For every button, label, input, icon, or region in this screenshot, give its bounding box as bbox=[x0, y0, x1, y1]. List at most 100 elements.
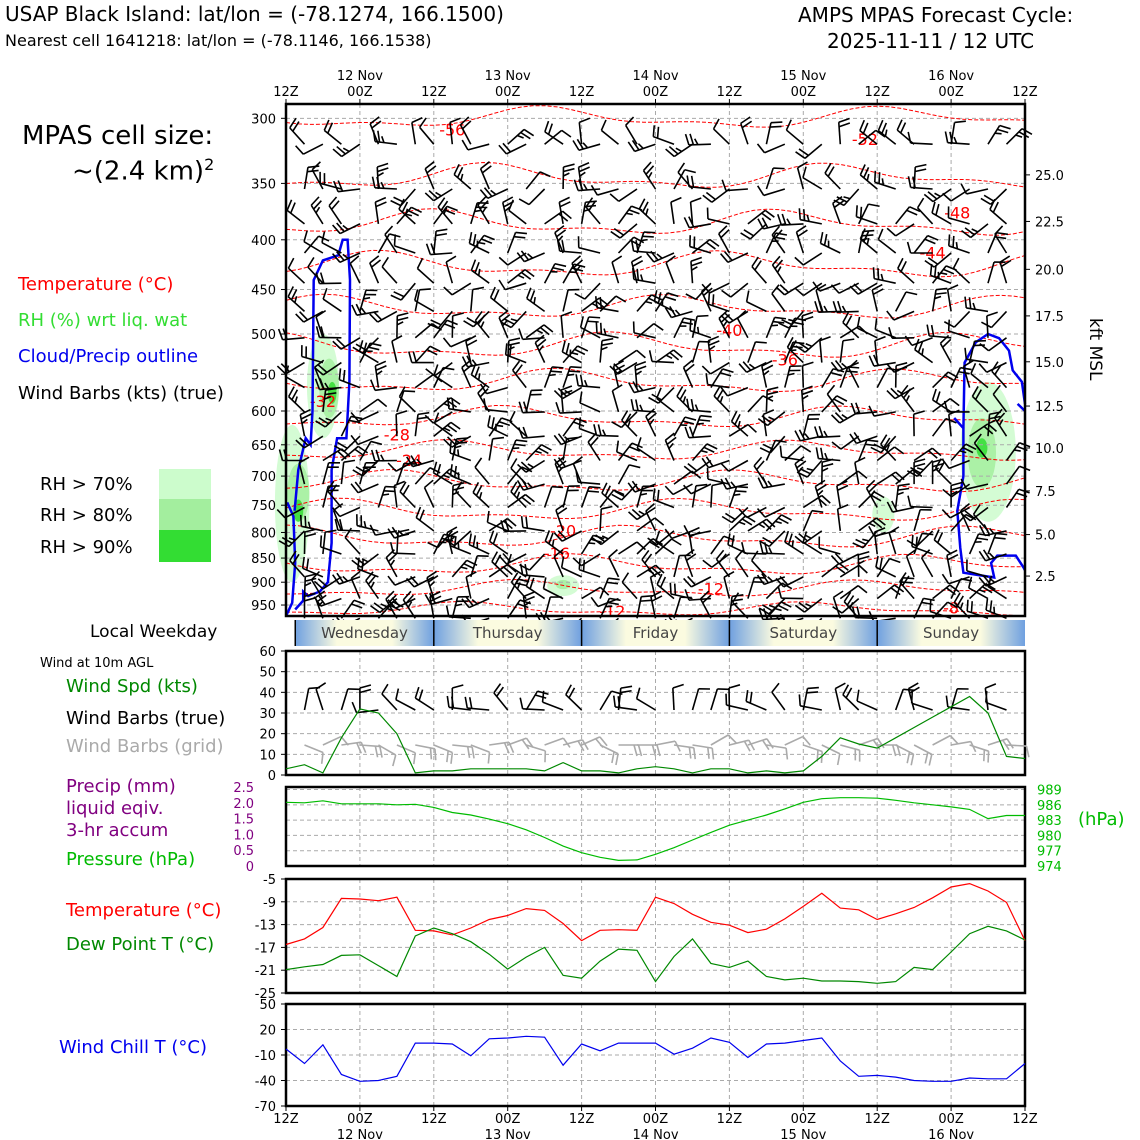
wind-barb-staff bbox=[665, 262, 675, 284]
wind-barb-feather bbox=[754, 576, 766, 579]
wind-barb-feather bbox=[798, 429, 806, 441]
wind-barb bbox=[655, 387, 675, 413]
wind-barb bbox=[765, 439, 787, 461]
wind-barb-feather bbox=[693, 138, 699, 146]
wind-barb-feather bbox=[947, 206, 950, 218]
wind-barb-feather bbox=[477, 555, 489, 558]
rh-shade-11 bbox=[976, 438, 988, 458]
wind-barb-feather bbox=[966, 599, 969, 612]
wind-barb-feather bbox=[566, 436, 578, 440]
wind-barb-feather bbox=[637, 384, 644, 392]
wind-barb bbox=[691, 340, 711, 363]
wind-barb-staff bbox=[506, 553, 527, 565]
wind-barb-feather bbox=[936, 532, 944, 544]
wind-barb-feather bbox=[637, 143, 644, 150]
wind-barb-feather bbox=[859, 206, 863, 219]
wind-barb-feather bbox=[539, 326, 550, 336]
wind-barb bbox=[999, 255, 1012, 284]
wind-barb-staff bbox=[895, 469, 914, 485]
wind-barb bbox=[673, 168, 696, 190]
wind-barb-staff bbox=[578, 384, 601, 389]
legend-rh90-label: RH > 90% bbox=[40, 537, 133, 558]
wind-barb-feather bbox=[342, 147, 350, 153]
wind-barb bbox=[518, 188, 546, 206]
wind-barb bbox=[474, 457, 490, 485]
wind-barb-feather bbox=[915, 163, 927, 168]
wind-barb bbox=[543, 366, 564, 388]
wind-barb-feather bbox=[459, 116, 470, 126]
precip-ytick-label: 0 bbox=[246, 860, 254, 875]
wind-barb-feather bbox=[836, 395, 848, 402]
wind-barb-feather bbox=[920, 508, 932, 511]
wind-barb-staff bbox=[356, 524, 379, 532]
wind-barb-feather bbox=[553, 458, 562, 469]
wind-barb-feather bbox=[881, 122, 888, 134]
wind-barb-feather bbox=[856, 316, 861, 329]
wind-barb-feather bbox=[486, 510, 490, 523]
surface-barb-staff bbox=[448, 706, 471, 711]
wind-barb-feather bbox=[277, 328, 284, 340]
wind-barb-feather bbox=[897, 491, 904, 496]
grid-barb bbox=[637, 744, 661, 757]
wind-barb-feather bbox=[906, 241, 912, 254]
wind-barb-feather bbox=[688, 526, 700, 534]
wind-barb-feather bbox=[720, 478, 728, 490]
wind-barb bbox=[794, 252, 823, 266]
grid-barb-feather bbox=[544, 750, 547, 763]
wind-barb-feather bbox=[733, 493, 741, 497]
wind-barb-feather bbox=[927, 191, 938, 200]
wind-barb-feather bbox=[303, 230, 308, 242]
wind-barb-feather bbox=[836, 480, 848, 487]
wind-barb-staff bbox=[580, 486, 590, 508]
wind-barb-feather bbox=[601, 429, 607, 437]
wind-barb-staff bbox=[730, 282, 749, 298]
wind-barb-feather bbox=[611, 255, 623, 263]
wind-barb-feather bbox=[950, 486, 963, 491]
wind-barb-feather bbox=[649, 541, 660, 549]
wind-barb bbox=[398, 386, 416, 413]
wind-barb bbox=[315, 272, 342, 285]
temp-ytick-label: -21 bbox=[255, 964, 276, 979]
wind-barb-feather bbox=[376, 162, 389, 168]
wind-barb bbox=[636, 323, 664, 339]
wind-barb-feather bbox=[500, 321, 512, 329]
wind-barb-staff bbox=[512, 369, 527, 389]
wind-barb-feather bbox=[350, 415, 363, 420]
wind-barb-feather bbox=[654, 517, 665, 526]
wind-barb-feather bbox=[321, 231, 326, 243]
wind-barb-staff bbox=[814, 486, 823, 508]
surface-barb bbox=[856, 689, 878, 711]
cloud-outline-right-low bbox=[953, 417, 1027, 580]
wind-barb-feather bbox=[370, 581, 375, 589]
wind-barb bbox=[721, 282, 749, 298]
wind-barb-feather bbox=[664, 485, 674, 495]
wind-barb-feather bbox=[521, 271, 532, 280]
wind-barb bbox=[847, 359, 860, 388]
wind-barb-staff bbox=[950, 367, 962, 388]
wind-barb-staff bbox=[818, 547, 841, 555]
wind-barb-feather bbox=[578, 161, 590, 168]
wind-barb-staff bbox=[560, 459, 582, 470]
wind-barb bbox=[287, 386, 306, 413]
wind-barb bbox=[395, 410, 408, 437]
wind-barb-staff bbox=[973, 442, 989, 461]
wind-barb-feather bbox=[504, 206, 511, 212]
wind-barb-staff bbox=[446, 532, 454, 555]
wind-barb-feather bbox=[408, 351, 413, 363]
grid-barb-feather bbox=[707, 747, 710, 759]
wind-barb bbox=[950, 120, 966, 145]
wind-barb bbox=[562, 436, 578, 461]
wind-barb-staff bbox=[559, 250, 582, 254]
wind-barb-staff bbox=[992, 393, 1008, 413]
wind-barb-feather bbox=[461, 359, 472, 369]
grid-barb-feather bbox=[320, 752, 324, 764]
wind-barb-feather bbox=[741, 541, 746, 554]
surface-barb-staff bbox=[985, 701, 1007, 711]
wind-barb-feather bbox=[991, 361, 999, 372]
wind-barb-feather bbox=[950, 490, 958, 496]
pressure-label: Pressure (hPa) bbox=[66, 849, 196, 870]
wind-barb-feather bbox=[558, 196, 570, 203]
pressure-panel-frame bbox=[284, 785, 1027, 868]
wind-barb bbox=[712, 118, 730, 145]
wind-barb-staff bbox=[993, 417, 1008, 437]
